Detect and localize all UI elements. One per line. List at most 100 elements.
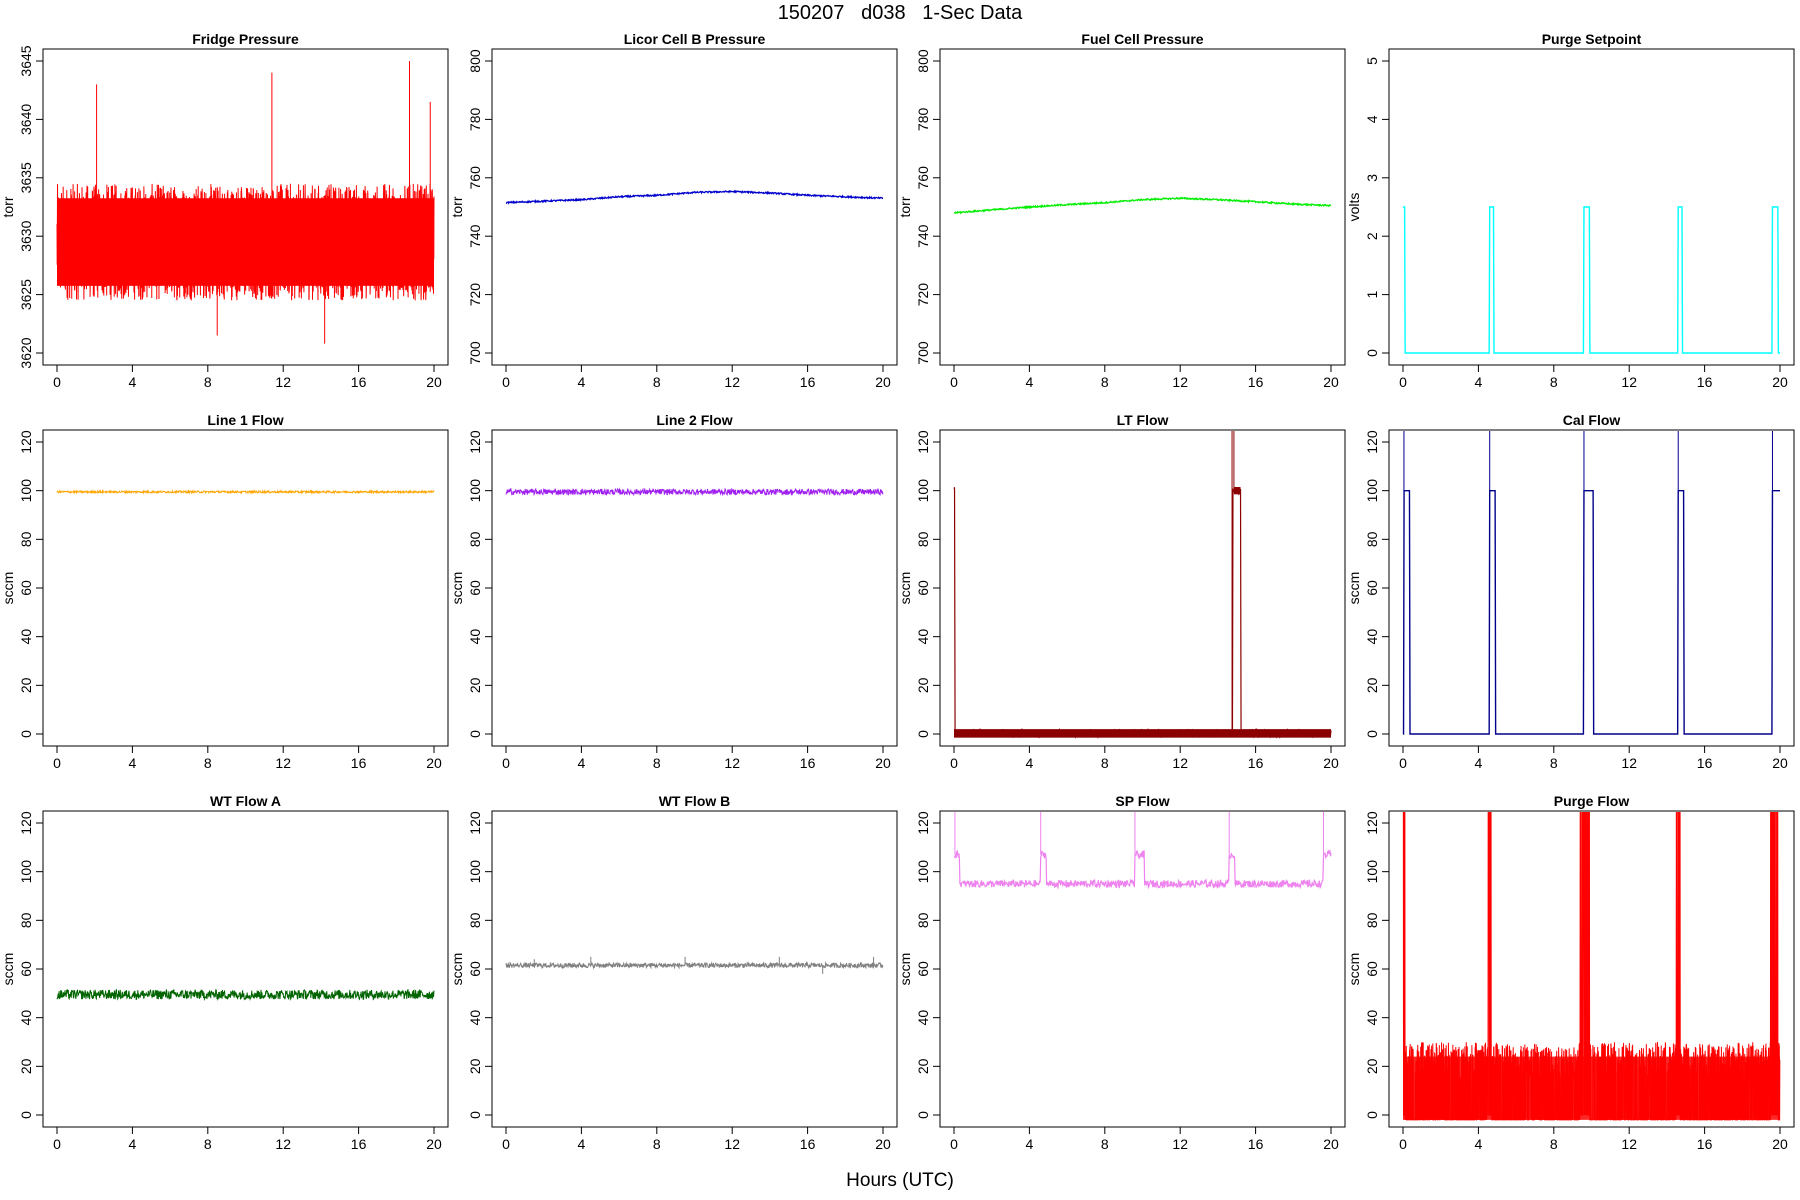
plot-panel-2: Fuel Cell Pressure 0 4 8 12 16 20 700 720 740 760 7… <box>897 31 1346 390</box>
x-tick-label: 20 <box>875 755 891 771</box>
x-tick-label: 20 <box>1323 1136 1339 1152</box>
plot-frame <box>42 810 449 1128</box>
y-tick-label: 720 <box>467 283 483 307</box>
x-tick-label: 4 <box>578 755 586 771</box>
y-tick-label: 80 <box>18 531 34 547</box>
x-tick-label: 0 <box>1399 1136 1407 1152</box>
plot-title: LT Flow <box>1117 412 1169 428</box>
y-axis-label: volts <box>1346 193 1362 222</box>
y-tick-label: 700 <box>467 341 483 365</box>
y-tick-label: 80 <box>18 912 34 928</box>
x-tick-label: 4 <box>1475 755 1483 771</box>
y-tick-label: 20 <box>18 677 34 693</box>
x-tick-label: 12 <box>1172 374 1188 390</box>
plot-panel-5: Line 2 Flow 0 4 8 12 16 20 0 20 40 60 80 100 120 sccm <box>449 412 898 771</box>
series-7 <box>1402 431 1780 735</box>
y-tick-label: 120 <box>18 811 34 835</box>
x-tick-label: 16 <box>1697 1136 1713 1152</box>
y-tick-label: 60 <box>915 961 931 977</box>
y-axis-label: sccm <box>449 953 465 986</box>
y-tick-label: 100 <box>1364 860 1380 884</box>
y-tick-label: 0 <box>1364 730 1380 738</box>
plot-panel-9: WT Flow B 0 4 8 12 16 20 0 20 40 60 80 100 120 sccm <box>449 793 898 1152</box>
x-tick-label: 12 <box>724 1136 740 1152</box>
plot-title: SP Flow <box>1115 793 1169 809</box>
y-tick-label: 40 <box>467 629 483 645</box>
y-tick-label: 40 <box>18 1010 34 1026</box>
x-tick-label: 0 <box>950 755 958 771</box>
y-tick-label: 40 <box>18 629 34 645</box>
x-tick-label: 4 <box>129 374 137 390</box>
y-tick-label: 0 <box>915 1111 931 1119</box>
y-tick-label: 80 <box>915 531 931 547</box>
plot-title: Line 2 Flow <box>656 412 732 428</box>
series-3 <box>1403 206 1780 354</box>
y-tick-label: 20 <box>467 677 483 693</box>
y-tick-label: 100 <box>1364 479 1380 503</box>
series-1 <box>505 189 884 205</box>
series-8 <box>56 988 435 1002</box>
y-tick-label: 700 <box>915 341 931 365</box>
y-tick-label: 40 <box>1364 1010 1380 1026</box>
y-tick-label: 40 <box>915 1010 931 1026</box>
plot-title: Purge Setpoint <box>1542 31 1642 47</box>
x-tick-label: 16 <box>800 374 816 390</box>
x-tick-label: 0 <box>502 374 510 390</box>
series-2 <box>953 196 1332 215</box>
x-tick-label: 4 <box>129 1136 137 1152</box>
plot-title: WT Flow A <box>210 793 281 809</box>
y-tick-label: 800 <box>915 49 931 73</box>
y-tick-label: 3645 <box>18 45 34 76</box>
x-tick-label: 8 <box>204 1136 212 1152</box>
plot-title: Licor Cell B Pressure <box>624 31 766 47</box>
x-tick-label: 16 <box>800 755 816 771</box>
x-tick-label: 20 <box>1323 374 1339 390</box>
x-tick-label: 8 <box>1550 1136 1558 1152</box>
y-axis-label: sccm <box>1346 953 1362 986</box>
y-tick-label: 3620 <box>18 337 34 368</box>
y-tick-label: 120 <box>1364 430 1380 454</box>
x-tick-label: 20 <box>1772 1136 1788 1152</box>
series-line <box>56 988 435 1002</box>
y-tick-label: 0 <box>18 1111 34 1119</box>
series-5 <box>505 487 884 497</box>
y-tick-label: 60 <box>18 580 34 596</box>
y-tick-label: 0 <box>18 730 34 738</box>
series-band <box>954 729 1331 738</box>
x-tick-label: 16 <box>1697 755 1713 771</box>
x-tick-label: 12 <box>724 374 740 390</box>
x-tick-label: 0 <box>53 1136 61 1152</box>
y-tick-label: 80 <box>1364 912 1380 928</box>
series-line <box>953 848 1332 890</box>
y-tick-label: 760 <box>915 166 931 190</box>
y-tick-label: 100 <box>467 479 483 503</box>
y-tick-label: 60 <box>915 580 931 596</box>
series-0 <box>56 61 435 344</box>
y-axis-label: sccm <box>449 572 465 605</box>
y-tick-label: 2 <box>1364 232 1380 240</box>
y-tick-label: 80 <box>1364 531 1380 547</box>
x-tick-label: 8 <box>653 755 661 771</box>
x-tick-label: 4 <box>578 1136 586 1152</box>
series-9 <box>505 956 884 974</box>
x-tick-label: 16 <box>351 374 367 390</box>
y-tick-label: 120 <box>467 811 483 835</box>
x-tick-label: 16 <box>351 755 367 771</box>
y-tick-label: 40 <box>467 1010 483 1026</box>
plot-panel-1: Licor Cell B Pressure 0 4 8 12 16 20 700 720 740 7… <box>449 31 898 390</box>
plot-frame <box>491 810 898 1128</box>
x-tick-label: 20 <box>875 1136 891 1152</box>
x-tick-label: 0 <box>502 755 510 771</box>
x-tick-label: 4 <box>1475 1136 1483 1152</box>
series-line <box>505 487 884 497</box>
y-tick-label: 20 <box>1364 1058 1380 1074</box>
x-tick-label: 8 <box>1101 755 1109 771</box>
x-tick-label: 16 <box>351 1136 367 1152</box>
plot-frame <box>42 48 449 366</box>
y-tick-label: 740 <box>915 224 931 248</box>
y-tick-label: 740 <box>467 224 483 248</box>
x-tick-label: 8 <box>653 374 661 390</box>
y-tick-label: 40 <box>915 629 931 645</box>
series-line <box>56 488 435 495</box>
